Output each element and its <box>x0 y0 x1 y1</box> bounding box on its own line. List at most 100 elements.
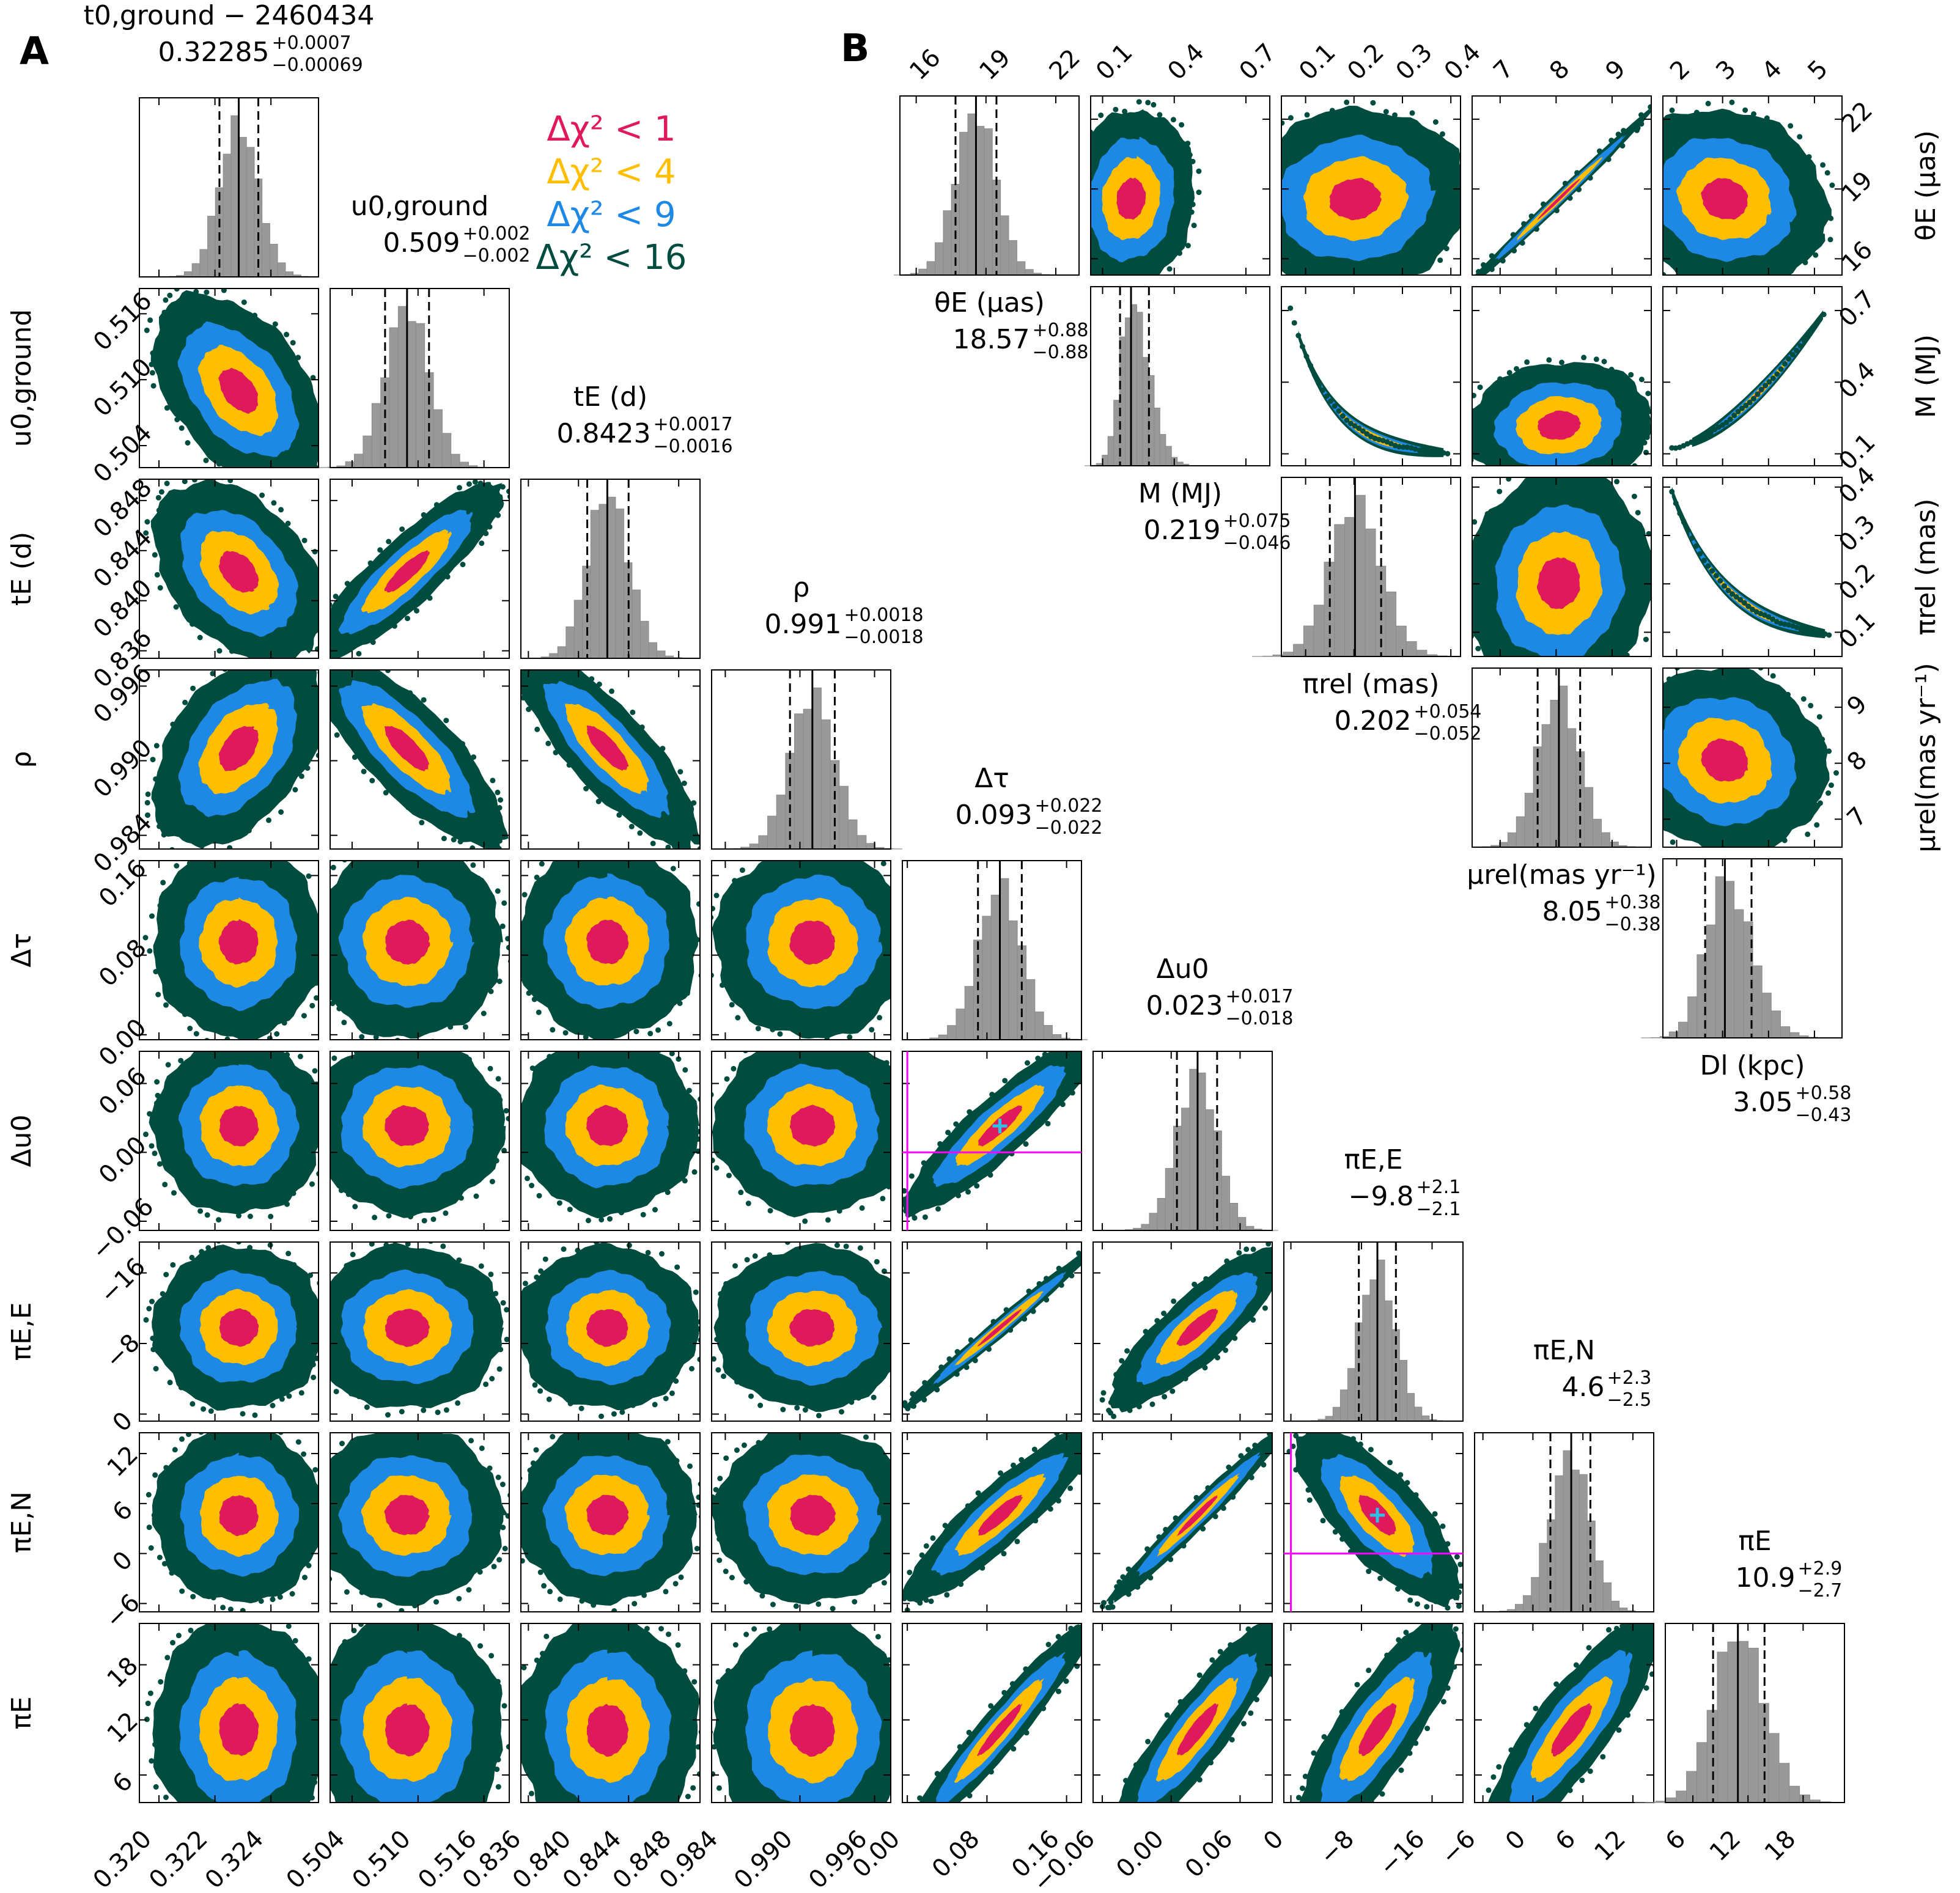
panel-frame <box>1281 286 1461 466</box>
scatter-point <box>954 1349 960 1355</box>
histogram-bar <box>1523 1595 1532 1612</box>
scatter-point <box>527 1468 533 1473</box>
scatter-point <box>1519 240 1525 246</box>
scatter-point <box>1826 748 1832 754</box>
scatter-point <box>881 1580 887 1586</box>
scatter-point <box>167 1380 173 1386</box>
scatter-point <box>680 1560 686 1567</box>
scatter-point <box>793 1603 799 1609</box>
scatter-point <box>152 1741 158 1748</box>
scatter-point <box>457 1633 462 1639</box>
scatter-point <box>1420 448 1426 454</box>
scatter-point <box>314 1355 319 1361</box>
histogram-bar <box>657 650 666 659</box>
scatter-point <box>221 289 227 293</box>
scatter-point <box>274 1031 280 1037</box>
param-minus: −2.5 <box>1607 1389 1652 1411</box>
scatter-point <box>151 1512 157 1518</box>
scatter-point <box>477 1643 483 1649</box>
scatter-point <box>1114 1584 1120 1590</box>
y-axis-label: πE <box>6 1696 37 1729</box>
scatter-point <box>167 292 173 298</box>
scatter-point <box>839 1409 844 1415</box>
scatter-point <box>146 1306 152 1312</box>
dchi1-region <box>790 1105 836 1147</box>
histogram-panel <box>319 288 510 468</box>
scatter-point <box>1009 1681 1015 1687</box>
histogram-bar <box>1555 1475 1564 1612</box>
scatter-point <box>934 1771 940 1777</box>
scatter-point <box>1099 1397 1105 1403</box>
scatter-point <box>1398 1472 1404 1478</box>
param-title: πrel (mas) <box>1303 669 1440 700</box>
scatter-point <box>1011 1462 1016 1468</box>
histogram-bar <box>1416 650 1428 657</box>
histogram-bar <box>285 271 294 278</box>
scatter-point <box>1600 1754 1606 1760</box>
scatter-point <box>147 1111 153 1117</box>
dchi1-region <box>790 1494 836 1536</box>
scatter-point <box>723 1568 729 1575</box>
scatter-point <box>596 682 602 687</box>
scatter-contours <box>521 670 700 849</box>
scatter-point <box>713 1165 720 1171</box>
scatter-point <box>669 1390 675 1396</box>
scatter-point <box>1033 1518 1039 1524</box>
histogram-bar <box>857 835 867 850</box>
dchi1-region <box>586 919 629 965</box>
scatter-point <box>1076 1250 1081 1256</box>
scatter-point <box>494 1766 500 1773</box>
y-axis-label: μrel(mas yr⁻¹) <box>1910 663 1942 852</box>
scatter-point <box>162 1182 168 1188</box>
histogram-bar <box>1593 818 1602 848</box>
scatter-point <box>1628 372 1634 378</box>
scatter-point <box>1154 1318 1160 1324</box>
scatter-point <box>1303 353 1310 359</box>
scatter-point <box>1481 262 1486 268</box>
scatter-point <box>934 1387 940 1393</box>
scatter-point <box>665 844 671 849</box>
scatter-point <box>1400 444 1406 450</box>
scatter-point <box>292 787 298 793</box>
scatter-point <box>630 1402 636 1408</box>
param-minus: −0.046 <box>1223 532 1291 554</box>
scatter-point <box>1163 1527 1169 1532</box>
scatter-point <box>1245 1447 1251 1453</box>
scatter-contours <box>1118 1623 1272 1803</box>
scatter-point <box>607 1216 613 1222</box>
scatter-point <box>697 1319 700 1325</box>
scatter-point <box>1299 344 1305 350</box>
scatter-point <box>726 1172 732 1178</box>
scatter-point <box>268 1213 274 1219</box>
scatter-point <box>1281 120 1285 126</box>
scatter-point <box>1250 1317 1256 1323</box>
scatter-point <box>1407 1597 1413 1603</box>
scatter-point <box>1059 1101 1066 1108</box>
scatter-point <box>1632 463 1638 466</box>
legend-entry: Δχ² < 16 <box>536 238 687 278</box>
histogram-bar <box>839 785 849 850</box>
scatter-point <box>678 1574 684 1580</box>
scatter-contours <box>712 1051 891 1224</box>
scatter-point <box>1801 337 1807 344</box>
scatter-point <box>149 1143 155 1149</box>
scatter-point <box>680 885 686 891</box>
scatter-point <box>1709 568 1715 574</box>
scatter-point <box>979 1565 986 1571</box>
scatter-point <box>741 1442 747 1448</box>
scatter-point <box>917 1600 923 1606</box>
histogram-bar <box>640 620 649 659</box>
histogram-bar <box>1293 644 1304 657</box>
scatter-point <box>1164 1712 1170 1718</box>
scatter-point <box>1311 1750 1317 1756</box>
scatter-point <box>1108 1410 1113 1416</box>
scatter-point <box>1816 714 1822 720</box>
scatter-point <box>391 623 397 629</box>
scatter-point <box>677 1001 683 1006</box>
scatter-point <box>834 1242 840 1248</box>
histogram-bar <box>938 1034 948 1040</box>
scatter-point <box>495 1757 501 1763</box>
panel-frame <box>330 1432 510 1612</box>
scatter-point <box>399 1409 405 1414</box>
y-axis-label: πE,E <box>6 1302 37 1361</box>
